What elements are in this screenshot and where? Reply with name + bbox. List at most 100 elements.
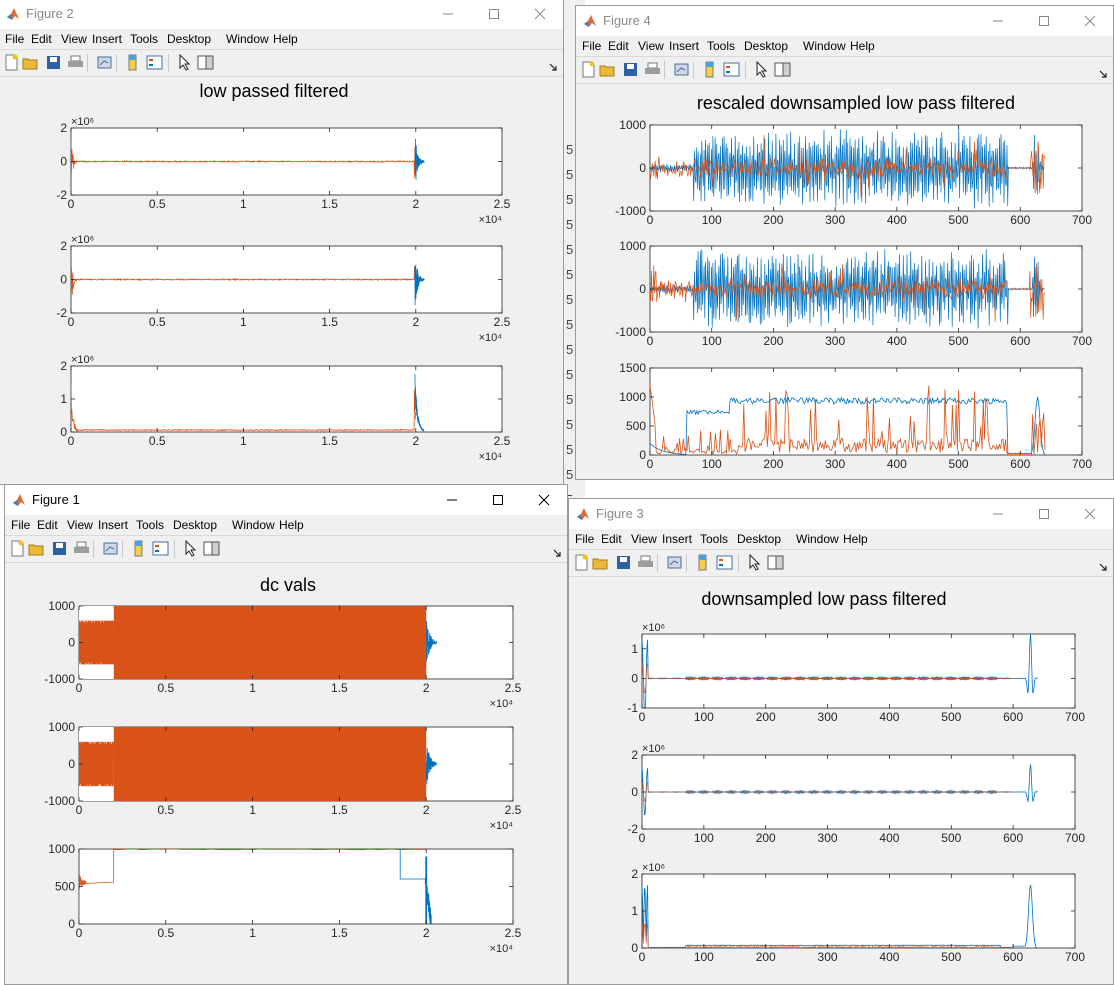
menu-item-edit[interactable]: Edit [37, 518, 58, 532]
new-figure-icon[interactable] [9, 540, 26, 557]
title-bar[interactable]: Figure 4 [576, 6, 1113, 36]
minimize-button[interactable] [975, 499, 1021, 529]
subplot-axes[interactable]: 0 0.5 1 1.5 2 2.5-202 ×10⁶×10⁴ [56, 234, 510, 344]
new-figure-icon[interactable] [580, 61, 597, 78]
open-file-icon[interactable] [592, 554, 609, 571]
save-icon[interactable] [622, 61, 639, 78]
minimize-button[interactable] [429, 485, 475, 515]
minimize-button[interactable] [975, 6, 1021, 36]
maximize-button[interactable] [475, 485, 521, 515]
figure-window[interactable]: Figure 2 File Edit View Insert Tools Desktop Wi… [0, 0, 564, 485]
subplot-axes[interactable]: 0 100 200 300 400 500 600 700 0 500 1000 1500 [619, 361, 1092, 471]
legend-icon[interactable] [152, 540, 169, 557]
subplot-axes[interactable]: 0 100 200 300 400 500 600 700-202 ×10⁶ [627, 743, 1085, 845]
menu-item-window[interactable]: Window [226, 32, 269, 46]
menu-item-view[interactable]: View [67, 518, 93, 532]
title-bar[interactable]: Figure 3 [569, 499, 1113, 529]
dock-arrow-icon[interactable] [553, 549, 561, 557]
menu-item-file[interactable]: File [5, 32, 25, 46]
menu-item-window[interactable]: Window [232, 518, 275, 532]
property-inspector-icon[interactable] [197, 54, 214, 71]
maximize-button[interactable] [471, 0, 517, 29]
link-plot-icon[interactable] [666, 554, 683, 571]
menu-item-tools[interactable]: Tools [130, 32, 159, 46]
colorbar-icon[interactable] [694, 554, 711, 571]
open-file-icon[interactable] [28, 540, 45, 557]
subplot-axes[interactable]: 0 0.5 1 1.5 2 2.5-202 ×10⁶×10⁴ [56, 116, 510, 226]
open-file-icon[interactable] [22, 54, 39, 71]
subplot-axes[interactable]: 0 100 200 300 400 500 600 700-101×10⁶ [627, 622, 1085, 724]
menu-item-window[interactable]: Window [803, 39, 846, 53]
new-figure-icon[interactable] [3, 54, 20, 71]
open-file-icon[interactable] [599, 61, 616, 78]
legend-icon[interactable] [716, 554, 733, 571]
menu-item-insert[interactable]: Insert [98, 518, 129, 532]
menu-item-desktop[interactable]: Desktop [744, 39, 789, 53]
print-icon[interactable] [637, 554, 654, 571]
menu-item-view[interactable]: View [638, 39, 664, 53]
colorbar-icon[interactable] [130, 540, 147, 557]
menu-item-window[interactable]: Window [796, 532, 839, 546]
figure-window[interactable]: Figure 4 File Edit View Insert Tools Desktop Wi… [575, 5, 1114, 480]
edit-plot-icon[interactable] [754, 60, 771, 78]
menu-item-file[interactable]: File [575, 532, 595, 546]
colorbar-icon[interactable] [124, 54, 141, 71]
dock-arrow-icon[interactable] [1099, 70, 1107, 78]
save-icon[interactable] [51, 540, 68, 557]
menu-item-file[interactable]: File [11, 518, 31, 532]
close-button[interactable] [521, 485, 567, 515]
edit-plot-icon[interactable] [747, 553, 764, 571]
new-figure-icon[interactable] [573, 554, 590, 571]
dock-arrow-icon[interactable] [549, 63, 557, 71]
title-bar[interactable]: Figure 1 [5, 485, 567, 515]
close-button[interactable] [1067, 6, 1113, 36]
figure-window[interactable]: Figure 3 File Edit View Insert Tools Desktop Wi… [568, 498, 1114, 985]
figure-window[interactable]: Figure 1 File Edit View Insert Tools Desktop Wi… [4, 484, 568, 985]
menu-item-insert[interactable]: Insert [662, 532, 693, 546]
colorbar-icon[interactable] [701, 61, 718, 78]
print-icon[interactable] [644, 61, 661, 78]
link-plot-icon[interactable] [673, 61, 690, 78]
maximize-button[interactable] [1021, 499, 1067, 529]
property-inspector-icon[interactable] [767, 554, 784, 571]
save-icon[interactable] [615, 554, 632, 571]
dock-arrow-icon[interactable] [1099, 563, 1107, 571]
print-icon[interactable] [67, 54, 84, 71]
menu-item-file[interactable]: File [582, 39, 602, 53]
legend-icon[interactable] [723, 61, 740, 78]
edit-plot-icon[interactable] [177, 53, 194, 71]
menu-item-desktop[interactable]: Desktop [167, 32, 212, 46]
title-bar[interactable]: Figure 2 [0, 0, 563, 29]
close-button[interactable] [1067, 499, 1113, 529]
menu-item-view[interactable]: View [61, 32, 87, 46]
menu-item-view[interactable]: View [631, 532, 657, 546]
menu-item-insert[interactable]: Insert [669, 39, 700, 53]
menu-item-help[interactable]: Help [273, 32, 298, 46]
menu-item-insert[interactable]: Insert [92, 32, 123, 46]
edit-plot-icon[interactable] [183, 539, 200, 557]
link-plot-icon[interactable] [96, 54, 113, 71]
menu-item-tools[interactable]: Tools [700, 532, 729, 546]
legend-icon[interactable] [146, 54, 163, 71]
menu-item-tools[interactable]: Tools [707, 39, 736, 53]
menu-item-tools[interactable]: Tools [136, 518, 165, 532]
maximize-button[interactable] [1021, 6, 1067, 36]
menu-item-desktop[interactable]: Desktop [173, 518, 218, 532]
minimize-button[interactable] [425, 0, 471, 29]
menu-item-help[interactable]: Help [843, 532, 868, 546]
subplot-axes[interactable]: 0 0.5 1 1.5 2 2.5 0 500 1000 ×10⁴ [48, 842, 521, 955]
save-icon[interactable] [45, 54, 62, 71]
menu-item-desktop[interactable]: Desktop [737, 532, 782, 546]
print-icon[interactable] [73, 540, 90, 557]
close-button[interactable] [517, 0, 563, 29]
subplot-axes[interactable]: 0 0.5 1 1.5 2 2.5 0 1 2 ×10⁶ ×10⁴ [60, 354, 510, 463]
subplot-axes[interactable]: 0 100 200 300 400 500 600 700 0 1 2 ×10⁶ [631, 862, 1085, 964]
property-inspector-icon[interactable] [203, 540, 220, 557]
link-plot-icon[interactable] [102, 540, 119, 557]
property-inspector-icon[interactable] [774, 61, 791, 78]
menu-item-help[interactable]: Help [279, 518, 304, 532]
menu-item-edit[interactable]: Edit [608, 39, 629, 53]
